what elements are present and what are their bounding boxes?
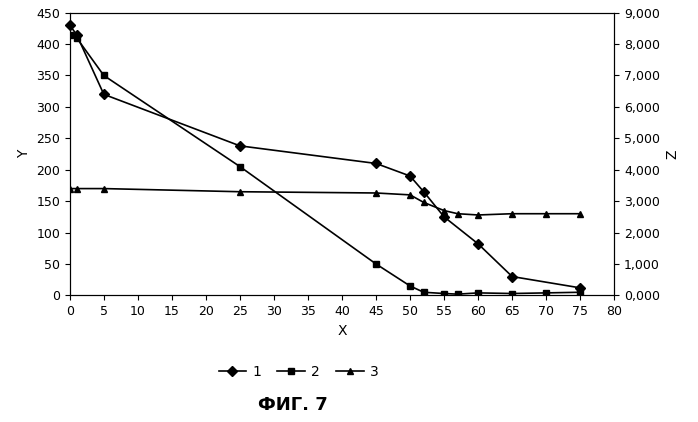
2 [576,290,584,295]
3 [66,186,74,191]
2 [419,290,428,295]
1 [474,241,482,246]
Y-axis label: Z: Z [665,149,680,159]
1 [419,189,428,194]
1 [73,32,81,37]
1 [236,143,244,149]
Y-axis label: Y: Y [17,150,31,158]
Text: ФИГ. 7: ФИГ. 7 [258,396,328,414]
1 [372,161,380,166]
1 [100,92,108,97]
2 [372,262,380,267]
2 [454,292,462,297]
3 [73,186,81,191]
3 [474,212,482,217]
3 [372,190,380,195]
Line: 3: 3 [66,185,584,219]
3 [542,211,551,216]
Line: 2: 2 [66,31,584,298]
3 [508,211,517,216]
3 [406,192,415,197]
2 [406,284,415,289]
1 [66,23,74,28]
3 [100,186,108,191]
2 [474,290,482,295]
3 [454,211,462,216]
3 [419,200,428,205]
Line: 1: 1 [66,22,584,291]
2 [100,73,108,78]
X-axis label: X: X [337,324,347,338]
3 [576,211,584,216]
1 [508,274,517,279]
2 [508,291,517,296]
3 [236,189,244,194]
2 [66,32,74,37]
3 [440,208,448,213]
2 [542,290,551,295]
2 [73,35,81,41]
2 [440,291,448,296]
1 [440,214,448,219]
1 [406,173,415,179]
Legend: 1, 2, 3: 1, 2, 3 [218,365,378,379]
2 [236,164,244,169]
1 [576,285,584,290]
